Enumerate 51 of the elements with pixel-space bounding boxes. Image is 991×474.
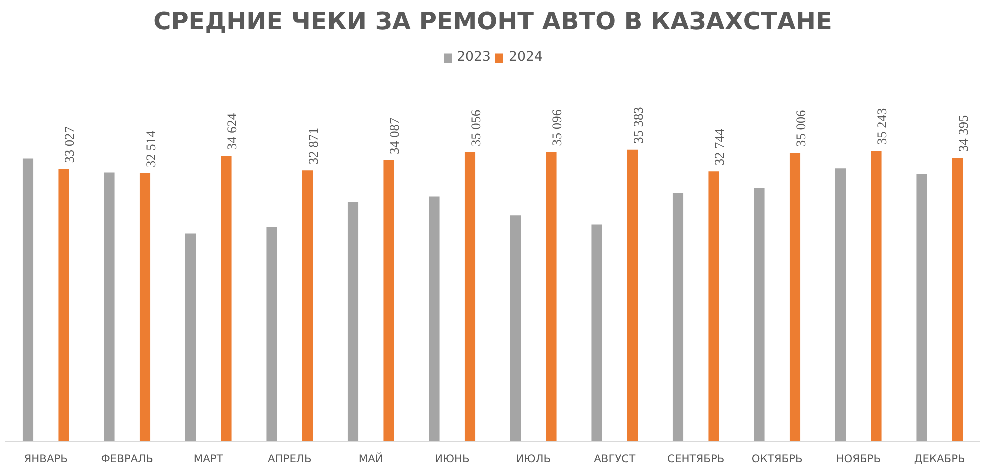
- bar: [221, 156, 232, 442]
- bar: [871, 151, 882, 442]
- x-tick-label: ЯНВАРЬ: [24, 452, 68, 466]
- bar: [754, 188, 765, 442]
- bar: [672, 193, 684, 442]
- bar: [140, 174, 151, 442]
- data-label: 35 096: [550, 109, 565, 146]
- data-label: 35 056: [468, 110, 484, 147]
- bar: [708, 172, 720, 442]
- bar: [266, 227, 278, 442]
- bar: [348, 202, 359, 442]
- bar: [546, 152, 557, 442]
- bar: [429, 196, 440, 442]
- data-label: 34 624: [224, 113, 240, 150]
- chart-title: СРЕДНИЕ ЧЕКИ ЗА РЕМОНТ АВТО В КАЗАХСТАНЕ: [154, 8, 832, 36]
- bar: [22, 158, 34, 442]
- bar: [510, 216, 522, 442]
- data-label: 35 006: [793, 110, 808, 147]
- bar: [790, 152, 801, 442]
- bar: [384, 160, 394, 442]
- bar: [58, 169, 70, 442]
- bar: [952, 158, 964, 442]
- bar: [104, 172, 115, 442]
- bar: [185, 234, 196, 442]
- bar: [302, 170, 314, 442]
- x-tick-label: МАЙ: [358, 452, 384, 466]
- bar: [916, 174, 928, 442]
- x-tick-label: АПРЕЛЬ: [268, 452, 312, 466]
- bar: [835, 168, 846, 442]
- x-tick-label: СЕНТЯБРЬ: [668, 452, 725, 466]
- bar: [627, 150, 638, 442]
- data-label: 32 871: [306, 128, 321, 165]
- data-label: 35 383: [630, 106, 646, 144]
- x-tick-label: ИЮЛЬ: [516, 452, 552, 466]
- x-tick-label: ИЮНЬ: [434, 452, 470, 466]
- x-tick-label: МАРТ: [194, 452, 224, 466]
- data-label: 33 027: [62, 126, 78, 164]
- x-tick-label: ДЕКАБРЬ: [914, 452, 966, 466]
- x-tick-label: НОЯБРЬ: [836, 452, 882, 466]
- data-label: 32 744: [712, 128, 728, 166]
- data-label: 34 395: [956, 115, 971, 152]
- x-tick-label: ФЕВРАЛЬ: [101, 452, 154, 466]
- legend-label: 2023: [457, 50, 491, 65]
- data-label: 34 087: [387, 118, 402, 155]
- legend-label: 2024: [509, 50, 543, 65]
- bar: [592, 224, 602, 442]
- data-label: 35 243: [874, 108, 890, 146]
- x-tick-label: ОКТЯБРЬ: [752, 452, 803, 466]
- x-tick-label: АВГУСТ: [594, 452, 636, 466]
- bar: [464, 152, 476, 442]
- data-label: 32 514: [143, 130, 158, 168]
